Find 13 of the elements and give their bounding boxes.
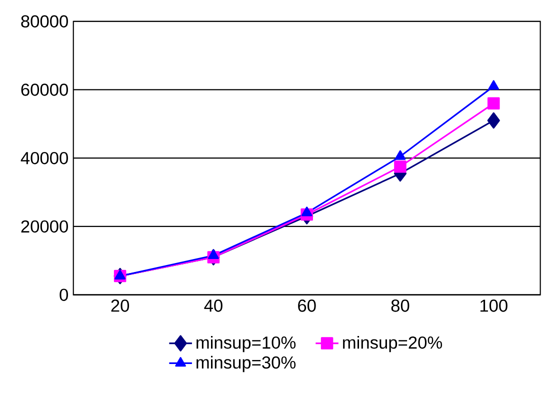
- x-tick-label: 20: [111, 300, 130, 312]
- y-tick-label: 80000: [21, 15, 68, 28]
- legend-label: minsup=30%: [196, 356, 296, 372]
- x-tick-label: 40: [204, 300, 222, 312]
- y-tick-label: 20000: [21, 220, 68, 233]
- x-tick-label: 60: [298, 300, 316, 312]
- x-tick-label: 80: [391, 300, 410, 312]
- y-tick-label: 0: [60, 288, 68, 302]
- legend-label: minsup=10%: [196, 336, 296, 352]
- y-tick-label: 60000: [21, 84, 68, 96]
- legend-label: minsup=20%: [343, 336, 442, 352]
- y-tick-label: 40000: [20, 152, 68, 164]
- x-tick-label: 100: [480, 300, 508, 312]
